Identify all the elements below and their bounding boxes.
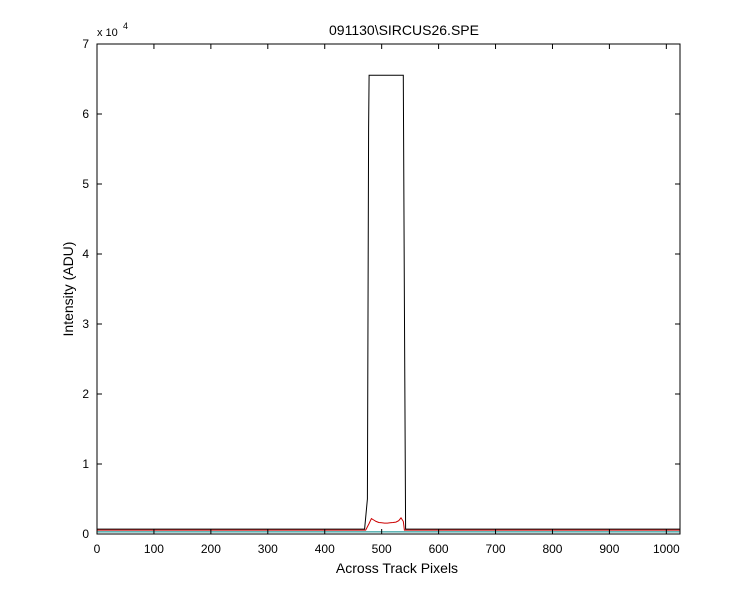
ticks-layer: 0 100 200 300 400 500 600 700 800 900 1000 0 1 2 3 4 5 6 7 bbox=[82, 37, 680, 556]
x-tick-label: 0 bbox=[94, 542, 101, 556]
y-tick-label: 3 bbox=[82, 317, 89, 331]
y-tick-label: 0 bbox=[82, 527, 89, 541]
y-axis-label: Intensity (ADU) bbox=[60, 242, 76, 337]
y-multiplier-exponent: 4 bbox=[123, 21, 128, 31]
x-tick-label: 100 bbox=[144, 542, 164, 556]
x-tick-label: 400 bbox=[315, 542, 335, 556]
y-tick-label: 5 bbox=[82, 177, 89, 191]
y-multiplier-label: x 10 bbox=[97, 27, 118, 39]
x-tick-label: 200 bbox=[201, 542, 221, 556]
x-tick-label: 700 bbox=[486, 542, 506, 556]
x-tick-label: 300 bbox=[258, 542, 278, 556]
x-tick-label: 600 bbox=[429, 542, 449, 556]
chart-title: 091130\SIRCUS26.SPE bbox=[329, 22, 479, 38]
x-tick-label: 900 bbox=[599, 542, 619, 556]
y-tick-label: 4 bbox=[82, 247, 89, 261]
x-axis-label: Across Track Pixels bbox=[336, 560, 458, 576]
x-tick-label: 500 bbox=[372, 542, 392, 556]
series-line-2 bbox=[97, 517, 680, 531]
x-tick-label: 1000 bbox=[653, 542, 680, 556]
y-tick-label: 2 bbox=[82, 387, 89, 401]
x-tick-label: 800 bbox=[542, 542, 562, 556]
plot-frame bbox=[96, 43, 681, 535]
y-tick-label: 1 bbox=[82, 457, 89, 471]
y-tick-label: 6 bbox=[82, 107, 89, 121]
plot-background bbox=[97, 44, 680, 534]
series-layer bbox=[97, 74, 680, 533]
series-line-1 bbox=[97, 74, 680, 530]
y-tick-label: 7 bbox=[82, 37, 89, 51]
